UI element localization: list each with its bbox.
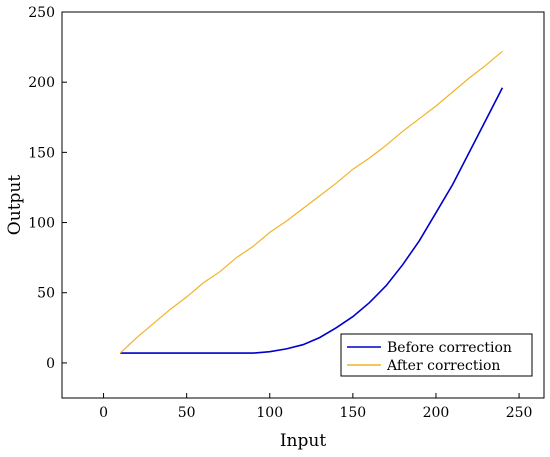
tick-labels: 0 50 100 150 200 250 0 50 100 150 200 250 <box>28 5 532 421</box>
series-lines <box>119 50 504 354</box>
legend-label-after-correction: After correction <box>386 358 500 374</box>
y-tick-label: 100 <box>28 216 55 232</box>
legend-box <box>340 333 533 377</box>
x-tick-label: 50 <box>178 405 196 421</box>
x-tick-label: 100 <box>256 405 283 421</box>
x-axis-title: Input <box>280 431 326 451</box>
x-tick-label: 150 <box>339 405 366 421</box>
y-tick-label: 150 <box>28 145 55 161</box>
y-tick-label: 200 <box>28 75 55 91</box>
y-tick-label: 0 <box>46 356 55 372</box>
x-tick-label: 250 <box>506 405 533 421</box>
y-tick-label: 50 <box>37 286 55 302</box>
plot-frame <box>61 11 545 399</box>
legend-label-before-correction: Before correction <box>387 340 512 356</box>
x-tick-label: 0 <box>99 405 108 421</box>
series-line-before-correction <box>120 87 504 354</box>
legend: Before correction After correction <box>340 333 533 377</box>
y-tick-label: 250 <box>28 5 55 21</box>
y-axis-title: Output <box>5 175 25 236</box>
x-tick-label: 200 <box>423 405 450 421</box>
series-line-after-correction <box>119 50 503 354</box>
